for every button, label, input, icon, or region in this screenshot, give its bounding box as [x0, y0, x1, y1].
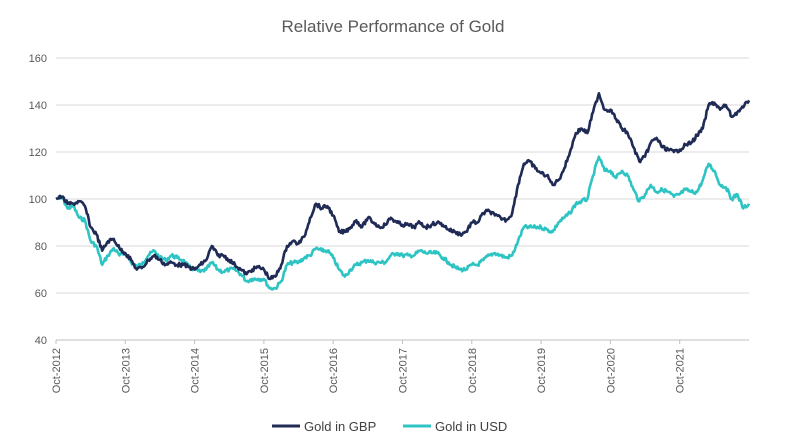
- legend-label: Gold in USD: [435, 419, 507, 434]
- chart-title: Relative Performance of Gold: [282, 17, 505, 36]
- x-tick-label: Oct-2016: [328, 348, 340, 393]
- x-tick-label: Oct-2021: [675, 348, 687, 393]
- y-tick-label: 140: [29, 100, 47, 112]
- y-tick-label: 120: [29, 147, 47, 159]
- x-tick-label: Oct-2020: [605, 348, 617, 393]
- x-tick-label: Oct-2013: [120, 348, 132, 393]
- gridlines: [56, 57, 749, 341]
- x-tick-label: Oct-2015: [259, 348, 271, 393]
- x-tick-label: Oct-2017: [398, 348, 410, 393]
- x-tick-label: Oct-2012: [51, 348, 63, 393]
- y-tick-label: 160: [29, 53, 47, 65]
- y-tick-label: 80: [35, 241, 47, 253]
- x-axis-ticks: Oct-2012 Oct-2013 Oct-2014 Oct-2015 Oct-2016…: [51, 340, 687, 393]
- legend: Gold in GBP Gold in USD: [272, 419, 507, 434]
- y-tick-label: 60: [35, 288, 47, 300]
- legend-label: Gold in GBP: [304, 419, 376, 434]
- series-line-gold-usd: [55, 155, 751, 291]
- series-line-gold-gbp: [55, 92, 751, 281]
- x-tick-label: Oct-2018: [467, 348, 479, 393]
- x-tick-label: Oct-2019: [536, 348, 548, 393]
- series-lines: [55, 92, 751, 291]
- x-tick-label: Oct-2014: [190, 348, 202, 393]
- y-tick-label: 100: [29, 194, 47, 206]
- y-axis-ticks: 40 60 80 100 120 140 160: [29, 53, 47, 347]
- y-tick-label: 40: [35, 335, 47, 347]
